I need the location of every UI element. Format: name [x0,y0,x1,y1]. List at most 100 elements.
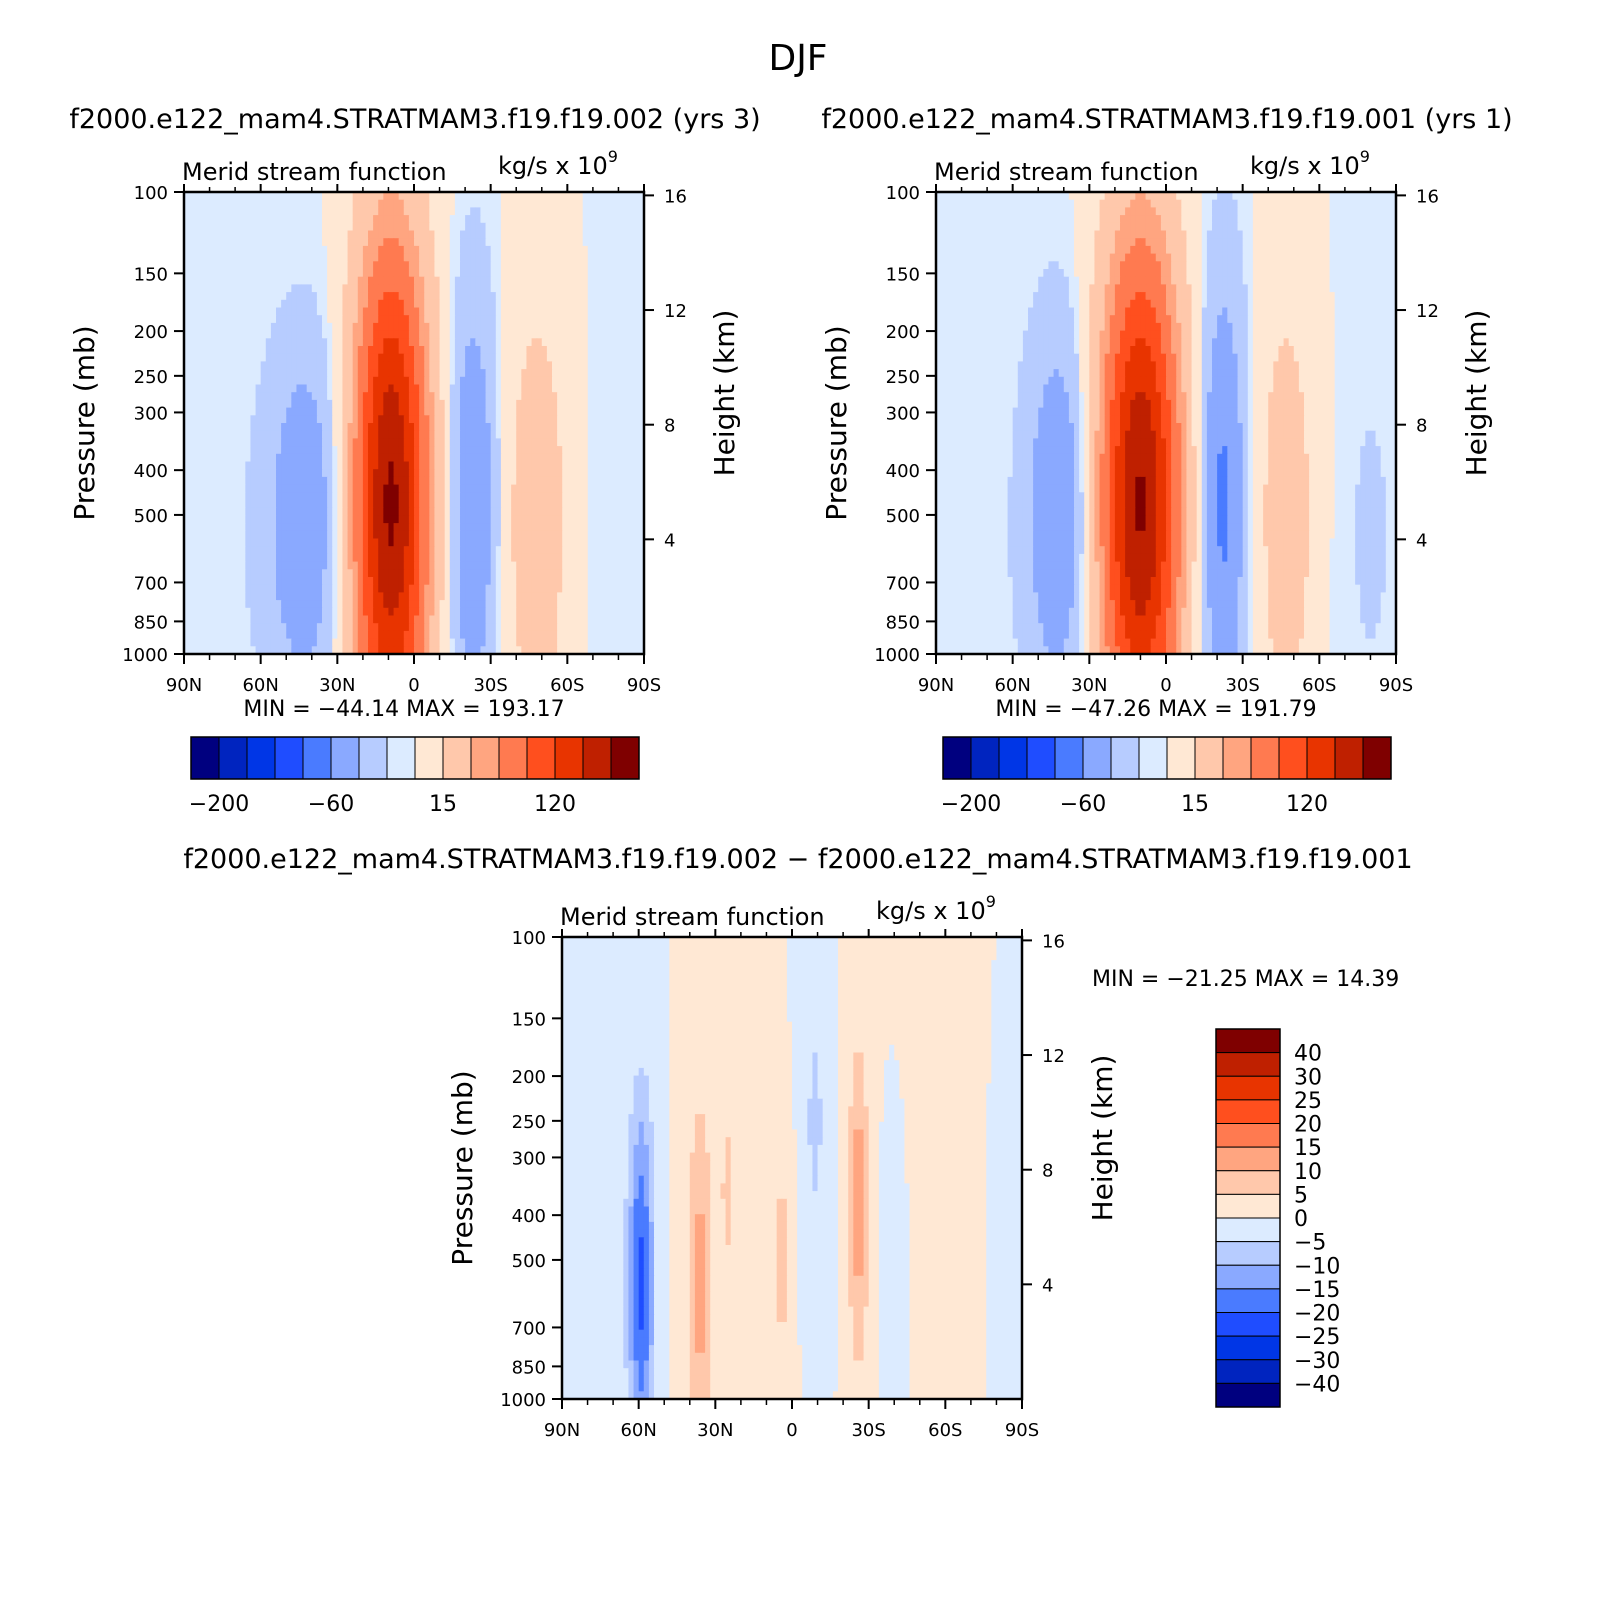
field-cell [270,584,277,593]
field-cell [199,515,206,524]
field-cell [368,607,374,617]
field-cell [403,592,410,601]
field-cell [393,192,400,201]
field-cell [342,438,349,447]
field-cell [419,507,425,516]
field-cell [270,615,277,624]
field-cell [628,322,635,332]
field-cell [495,222,502,232]
field-cell [403,238,410,247]
field-cell [414,369,420,378]
field-cell [623,407,630,416]
field-cell [500,338,507,347]
field-cell [536,592,543,601]
field-cell [516,484,522,493]
field-cell [286,476,292,486]
field-cell [536,207,543,216]
field-cell [546,338,553,347]
field-cell [388,592,395,601]
field-cell [592,423,599,432]
field-cell [638,415,645,424]
field-cell [562,546,568,555]
field-cell [276,569,282,578]
field-cell [214,453,221,463]
field-cell [224,515,231,524]
field-cell [398,199,405,208]
field-cell [327,492,333,501]
field-cell [224,507,231,516]
field-cell [189,238,195,247]
field-cell [291,415,298,424]
field-cell [393,215,400,224]
field-cell [337,476,344,486]
field-cell [603,230,609,239]
field-cell [362,407,369,416]
field-cell [276,284,282,293]
field-cell [276,415,282,424]
field-cell [209,500,216,509]
field-cell [567,492,574,501]
field-cell [204,261,211,270]
field-cell [347,376,354,386]
field-cell [265,292,272,301]
field-cell [490,199,497,208]
field-cell [316,484,323,493]
field-cell [383,415,390,424]
field-cell [352,230,359,239]
field-cell [536,461,543,470]
field-cell [582,222,589,232]
field-cell [608,399,614,409]
field-cell [260,392,267,401]
field-cell [337,407,344,416]
field-cell [311,577,318,586]
field-cell [434,500,441,509]
field-cell [332,546,338,555]
field-cell [414,245,420,255]
field-cell [214,584,221,593]
field-cell [311,292,318,301]
field-cell [485,577,492,586]
field-cell [562,299,568,309]
field-cell [403,484,410,493]
field-cell [214,492,221,501]
field-cell [230,392,236,401]
field-cell [311,423,318,432]
field-cell [327,461,333,470]
field-cell [352,461,359,470]
field-cell [214,307,221,316]
field-cell [255,392,262,401]
field-cell [214,238,221,247]
field-cell [403,584,410,593]
field-cell [337,269,344,278]
field-cell [327,615,333,624]
field-cell [398,276,405,285]
field-cell [552,315,558,324]
field-cell [301,415,308,424]
field-cell [189,469,195,478]
field-cell [214,199,221,208]
field-cell [500,476,507,486]
field-cell [465,500,471,509]
field-cell [281,192,287,201]
field-cell [209,592,216,601]
field-cell [613,446,620,455]
field-cell [204,322,211,332]
field-cell [521,453,528,463]
field-cell [296,461,303,470]
field-cell [562,538,568,547]
field-cell [301,523,308,532]
field-cell [255,361,262,370]
field-cell [219,253,226,262]
field-cell [250,353,257,362]
field-cell [480,492,487,501]
field-cell [434,399,441,409]
field-cell [490,453,497,463]
field-cell [480,484,487,493]
field-cell [388,284,395,293]
field-cell [429,384,436,393]
field-cell [628,230,635,239]
field-cell [276,384,282,393]
field-cell [327,361,333,370]
field-cell [332,361,338,370]
field-cell [296,292,303,301]
